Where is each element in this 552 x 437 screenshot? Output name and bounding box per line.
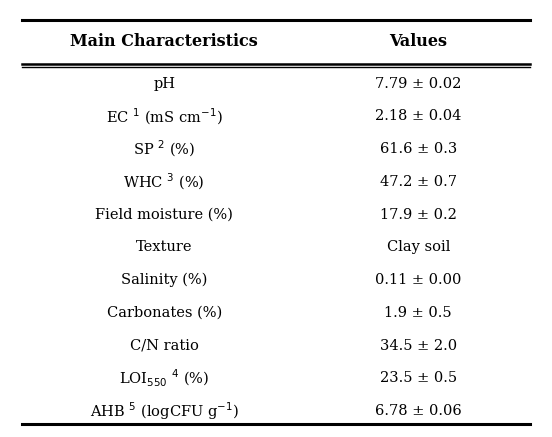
Text: pH: pH bbox=[153, 77, 176, 91]
Text: Texture: Texture bbox=[136, 240, 193, 254]
Text: 0.11 ± 0.00: 0.11 ± 0.00 bbox=[375, 273, 461, 287]
Text: LOI$_{550}$ $^{4}$ (%): LOI$_{550}$ $^{4}$ (%) bbox=[119, 368, 209, 389]
Text: Main Characteristics: Main Characteristics bbox=[71, 33, 258, 50]
Text: EC $^{1}$ (mS cm$^{-1}$): EC $^{1}$ (mS cm$^{-1}$) bbox=[106, 106, 222, 127]
Text: 61.6 ± 0.3: 61.6 ± 0.3 bbox=[380, 142, 457, 156]
Text: Field moisture (%): Field moisture (%) bbox=[95, 208, 233, 222]
Text: Carbonates (%): Carbonates (%) bbox=[107, 306, 222, 320]
Text: 2.18 ± 0.04: 2.18 ± 0.04 bbox=[375, 109, 461, 123]
Text: SP $^{2}$ (%): SP $^{2}$ (%) bbox=[133, 139, 195, 160]
Text: 34.5 ± 2.0: 34.5 ± 2.0 bbox=[380, 339, 457, 353]
Text: AHB $^{5}$ (logCFU g$^{-1}$): AHB $^{5}$ (logCFU g$^{-1}$) bbox=[90, 400, 239, 422]
Text: 6.78 ± 0.06: 6.78 ± 0.06 bbox=[375, 404, 461, 418]
Text: 1.9 ± 0.5: 1.9 ± 0.5 bbox=[384, 306, 452, 320]
Text: 7.79 ± 0.02: 7.79 ± 0.02 bbox=[375, 77, 461, 91]
Text: Clay soil: Clay soil bbox=[386, 240, 450, 254]
Text: C/N ratio: C/N ratio bbox=[130, 339, 199, 353]
Text: 17.9 ± 0.2: 17.9 ± 0.2 bbox=[380, 208, 457, 222]
Text: 23.5 ± 0.5: 23.5 ± 0.5 bbox=[380, 371, 457, 385]
Text: WHC $^{3}$ (%): WHC $^{3}$ (%) bbox=[124, 172, 205, 192]
Text: Salinity (%): Salinity (%) bbox=[121, 273, 208, 287]
Text: Values: Values bbox=[389, 33, 447, 50]
Text: 47.2 ± 0.7: 47.2 ± 0.7 bbox=[380, 175, 457, 189]
